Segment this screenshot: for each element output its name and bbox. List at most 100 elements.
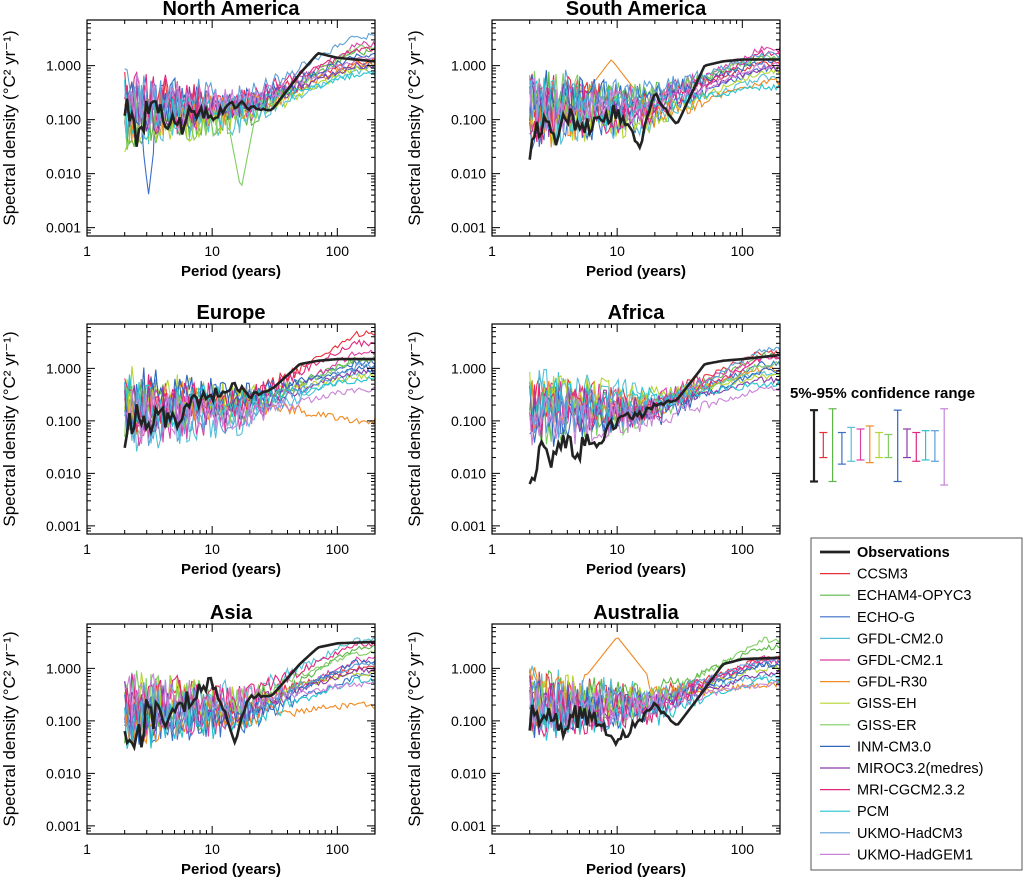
y-tick-label: 0.010 (451, 465, 486, 481)
y-axis-label: Spectral density (°C² yr⁻¹) (0, 331, 19, 526)
x-axis-label: Period (years) (181, 263, 281, 280)
model-series-line (529, 65, 780, 138)
model-series-line (124, 640, 375, 725)
x-tick-label: 10 (609, 841, 625, 857)
y-tick-label: 0.100 (451, 713, 486, 729)
plot-area (528, 346, 780, 485)
model-series-line (529, 680, 780, 730)
model-series-line (529, 49, 780, 145)
x-tick-label: 10 (609, 541, 625, 557)
y-tick-label: 1.000 (46, 58, 81, 74)
y-tick-label: 1.000 (46, 360, 81, 376)
y-axis-label: Spectral density (°C² yr⁻¹) (405, 30, 424, 225)
x-tick-label: 100 (731, 243, 755, 259)
x-tick-label: 1 (488, 841, 496, 857)
y-tick-label: 0.010 (451, 166, 486, 182)
legend-entry-label: UKMO-HadCM3 (857, 826, 963, 842)
y-axis-label: Spectral density (°C² yr⁻¹) (405, 631, 424, 826)
model-series-line (124, 661, 375, 740)
chart-panel: 1 10 100 0.001 0.010 0.100 1.000 Africa Period (… (405, 302, 781, 578)
legend-entry-label: GISS-EH (857, 696, 917, 712)
x-tick-label: 10 (204, 841, 220, 857)
legend-entry-label: GISS-ER (857, 718, 917, 734)
legend: Observations CCSM3 ECHAM4-OPYC3 ECHO-G GFDL-… (810, 537, 1023, 871)
panel-title: Africa (608, 302, 666, 324)
model-series-line (529, 51, 780, 120)
x-tick-label: 1 (488, 541, 496, 557)
y-tick-label: 1.000 (451, 360, 486, 376)
panel-title: Europe (197, 302, 266, 324)
x-tick-label: 100 (326, 243, 350, 259)
x-tick-label: 10 (609, 243, 625, 259)
legend-entry-label: MRI-CGCM2.3.2 (857, 783, 965, 799)
observations-line (123, 51, 375, 147)
plot-area (528, 636, 780, 748)
y-tick-label: 0.100 (451, 112, 486, 128)
legend-entry-label: Observations (857, 545, 950, 561)
y-tick-label: 0.100 (46, 413, 81, 429)
x-tick-label: 10 (204, 541, 220, 557)
legend-entry-label: ECHO-G (857, 610, 915, 626)
x-axis-label: Period (years) (181, 861, 281, 878)
legend-entry-label: CCSM3 (857, 567, 908, 583)
y-tick-label: 0.010 (451, 765, 486, 781)
model-series-line (124, 386, 375, 445)
legend-entry-label: UKMO-HadGEM1 (857, 847, 973, 863)
y-tick-label: 1.000 (451, 58, 486, 74)
x-axis-label: Period (years) (586, 263, 686, 280)
x-tick-label: 100 (731, 541, 755, 557)
legend-entry-label: ECHAM4-OPYC3 (857, 588, 971, 604)
x-tick-label: 1 (488, 243, 496, 259)
legend-box (810, 537, 1023, 871)
observations-line (123, 640, 375, 752)
legend-entry-label: GFDL-CM2.1 (857, 653, 943, 669)
confidence-range: 5%-95% confidence range (790, 385, 975, 486)
x-tick-label: 1 (83, 541, 91, 557)
chart-panel: 1 10 100 0.001 0.010 0.100 1.000 North America P… (0, 0, 376, 280)
y-tick-label: 0.001 (46, 220, 81, 236)
plot-area (123, 637, 375, 752)
observations-line (528, 353, 780, 485)
model-series-line (529, 77, 780, 132)
panel-title: Australia (593, 602, 679, 624)
chart-panel: 1 10 100 0.001 0.010 0.100 1.000 Australia Perio… (405, 602, 781, 878)
y-axis-label: Spectral density (°C² yr⁻¹) (405, 331, 424, 526)
y-tick-label: 0.001 (451, 818, 486, 834)
plot-area (123, 330, 375, 452)
y-tick-label: 1.000 (451, 660, 486, 676)
panel-title: South America (566, 0, 707, 20)
model-series-line (529, 377, 780, 425)
model-series-line (124, 56, 375, 130)
y-tick-label: 0.010 (46, 166, 81, 182)
y-axis-label: Spectral density (°C² yr⁻¹) (0, 30, 19, 225)
legend-entry-label: GFDL-CM2.0 (857, 631, 943, 647)
chart-panel: 1 10 100 0.001 0.010 0.100 1.000 Asia Period (ye… (0, 602, 376, 878)
observations-line (528, 58, 780, 160)
x-tick-label: 100 (731, 841, 755, 857)
x-tick-label: 1 (83, 243, 91, 259)
y-tick-label: 0.001 (451, 518, 486, 534)
model-series-line (529, 371, 780, 425)
y-tick-label: 0.100 (46, 112, 81, 128)
model-series-line (124, 673, 375, 723)
panel-title: Asia (210, 602, 253, 624)
model-series-line (529, 385, 780, 446)
legend-entry-label: INM-CM3.0 (857, 739, 931, 755)
y-tick-label: 0.001 (46, 818, 81, 834)
y-tick-label: 1.000 (46, 660, 81, 676)
observations-line (528, 656, 780, 748)
x-tick-label: 1 (83, 841, 91, 857)
y-tick-label: 0.001 (451, 220, 486, 236)
legend-entry-label: PCM (857, 804, 889, 820)
plot-area (528, 45, 780, 160)
legend-entry-label: GFDL-R30 (857, 675, 927, 691)
x-tick-label: 100 (326, 541, 350, 557)
y-axis-label: Spectral density (°C² yr⁻¹) (0, 631, 19, 826)
x-tick-label: 10 (204, 243, 220, 259)
legend-entry-label: MIROC3.2(medres) (857, 761, 984, 777)
y-tick-label: 0.010 (46, 765, 81, 781)
x-tick-label: 100 (326, 841, 350, 857)
observations-line (123, 357, 375, 449)
x-axis-label: Period (years) (586, 561, 686, 578)
x-axis-label: Period (years) (586, 861, 686, 878)
